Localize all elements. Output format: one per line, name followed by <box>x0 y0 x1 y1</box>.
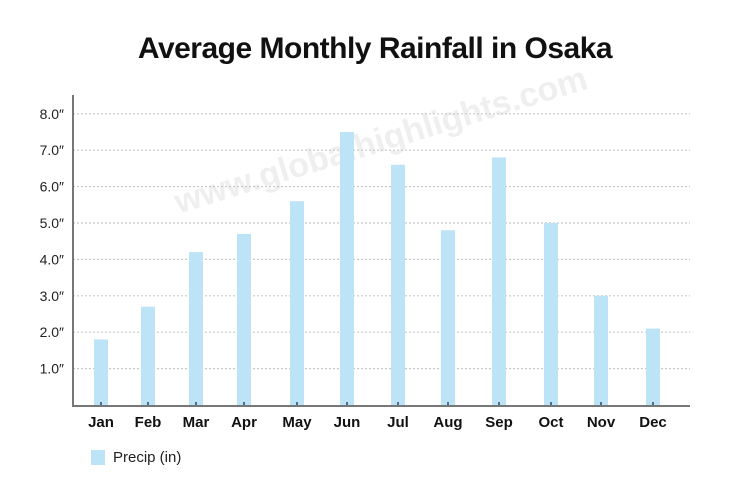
x-tick-label: Apr <box>231 414 257 431</box>
x-tick-label: Mar <box>183 414 210 431</box>
bar-feb <box>141 306 155 406</box>
bar-dec <box>646 328 660 406</box>
bar-sep <box>492 157 506 406</box>
x-tick-label: May <box>282 414 312 431</box>
y-tick-label: 3.0″ <box>40 288 64 304</box>
bar-may <box>290 201 304 406</box>
x-tick-label: Feb <box>135 414 162 431</box>
x-tick-label: Sep <box>485 414 513 431</box>
bar-jun <box>340 132 354 406</box>
bar-nov <box>594 295 608 406</box>
y-tick-label: 8.0″ <box>40 106 64 122</box>
x-tick-label: Jul <box>387 414 409 431</box>
chart-title: Average Monthly Rainfall in Osaka <box>137 32 613 65</box>
y-tick-label: 7.0″ <box>40 142 64 158</box>
bar-jul <box>391 164 405 406</box>
bar-oct <box>544 223 558 406</box>
y-tick-label: 4.0″ <box>40 251 64 267</box>
x-tick-label: Oct <box>538 414 563 431</box>
x-tick-label: Dec <box>639 414 667 431</box>
bar-jan <box>94 339 108 406</box>
legend-label: Precip (in) <box>113 449 182 466</box>
legend-swatch <box>91 450 105 465</box>
y-tick-label: 2.0″ <box>40 324 64 340</box>
x-tick-label: Aug <box>433 414 462 431</box>
y-tick-label: 1.0″ <box>40 361 64 377</box>
legend: Precip (in) <box>91 449 181 466</box>
bar-mar <box>189 252 203 406</box>
bar-aug <box>441 230 455 406</box>
y-tick-label: 5.0″ <box>40 215 64 231</box>
y-tick-label: 6.0″ <box>40 179 64 195</box>
x-tick-label: Nov <box>587 414 616 431</box>
x-tick-label: Jan <box>88 414 114 431</box>
x-tick-label: Jun <box>334 414 361 431</box>
bar-apr <box>237 233 251 406</box>
